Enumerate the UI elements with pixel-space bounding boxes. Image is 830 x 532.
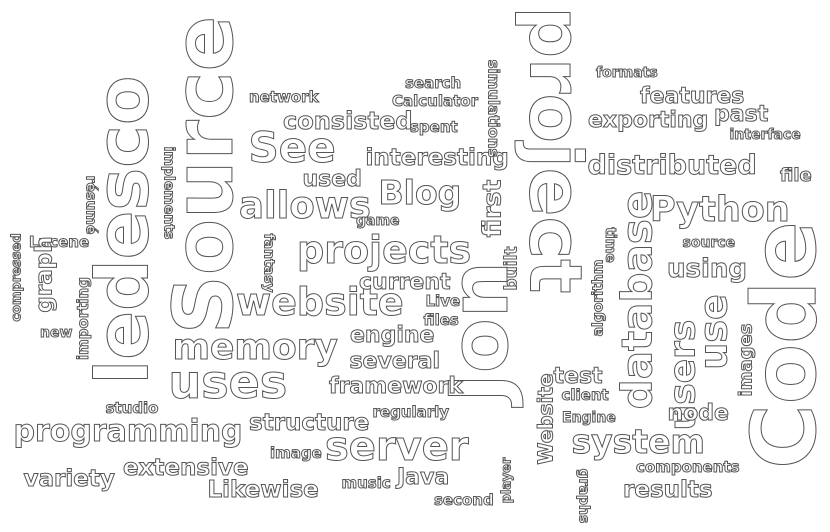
word-used: used [302,167,362,192]
word-results: results [623,476,714,503]
word-node: node [667,401,729,426]
word-python: Python [650,189,791,230]
word-uses: uses [168,355,288,409]
word-time: time [601,227,618,264]
word-engine: engine [349,323,435,348]
word-components: components [636,457,740,476]
word-programming: programming [13,414,243,449]
word-exporting: exporting [587,108,709,133]
word-blog: Blog [378,172,462,212]
word-project: project [513,6,598,294]
word-client: client [561,385,609,404]
word-implements: implements [159,146,176,240]
word-resume: résumé [81,175,98,235]
word-calculator: Calculator [392,91,479,110]
word-memory: memory [172,327,338,368]
word-past: past [713,102,769,127]
word-second: second [434,490,495,509]
word-network: network [249,87,320,106]
word-compressed: compressed [9,232,25,322]
word-variety: variety [23,465,115,492]
word-allows: allows [239,183,372,227]
word-live: Live [425,291,461,310]
word-website-capital: Website [533,373,558,465]
word-interface: interface [729,127,801,143]
word-structure: structure [248,409,370,436]
word-search: search [404,73,462,92]
word-fantasy: fantasy [260,233,277,293]
word-importing: importing [73,276,92,360]
word-current: current [359,270,452,295]
word-distributed: distributed [587,149,757,181]
word-server: server [325,424,470,470]
word-regularly: regularly [372,402,450,421]
word-test: test [553,364,603,389]
word-graphs: graphs [574,468,591,524]
word-file: file [780,165,813,186]
word-lucene: Lucene [28,232,90,251]
word-consisted: consisted [283,107,414,135]
word-using: using [666,254,748,284]
word-algorithm: algorithm [589,259,606,337]
word-interesting: interesting [365,144,509,171]
word-simulations: simulations [484,59,503,158]
word-image: image [270,443,323,462]
word-system: system [571,421,705,461]
word-images: images [734,323,756,397]
word-music: music [341,473,391,492]
word-files: files [423,310,459,329]
word-player: player [499,457,515,504]
word-use: use [691,294,736,370]
word-spent: spent [410,117,459,136]
word-studio: studio [105,398,159,417]
word-source: Source [157,15,253,335]
word-see: See [248,123,336,172]
word-several: several [349,349,441,374]
word-projects: projects [296,228,472,272]
word-likewise: Likewise [207,476,319,503]
word-formats: formats [596,65,659,81]
word-first: first [477,179,507,238]
word-java: Java [396,465,450,490]
word-game: game [356,213,401,229]
word-website: website [236,280,405,324]
word-extensive: extensive [123,454,250,481]
word-source-small: source [682,235,736,251]
word-new: new [39,325,73,341]
word-framework: framework [328,374,464,399]
word-built: built [501,245,522,291]
word-engine-capital: Engine [562,410,617,426]
word-features: features [639,84,745,109]
word-graph: graph [31,235,58,313]
